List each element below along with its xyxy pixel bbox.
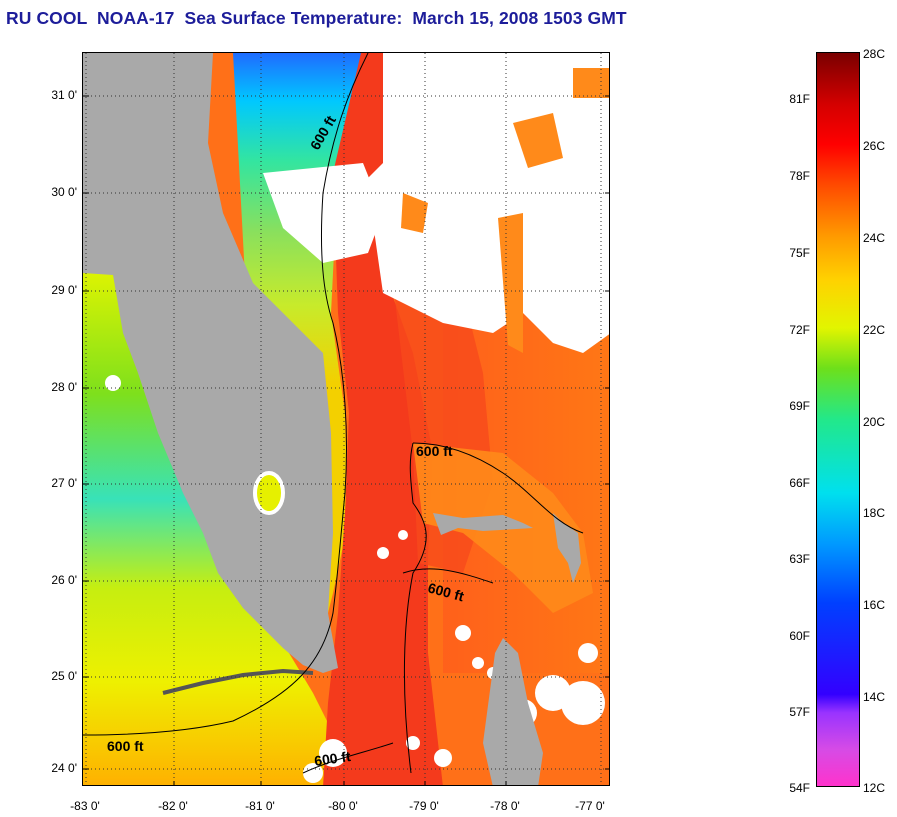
colorbar-label-54f: 54F — [789, 781, 810, 795]
sst-map-canvas: 600 ft 600 ft 600 ft 600 ft 600 ft — [83, 53, 609, 785]
lake-okeechobee — [253, 471, 285, 515]
colorbar-label-16c: 16C — [863, 598, 886, 612]
temperature-colorbar — [816, 52, 860, 787]
sst-map[interactable]: 600 ft 600 ft 600 ft 600 ft 600 ft — [82, 52, 610, 786]
colorbar-label-22c: 22C — [863, 323, 886, 337]
contour-label-600ft-bahama: 600 ft — [416, 443, 453, 459]
colorbar-label-18c: 18C — [863, 506, 886, 520]
colorbar-label-72f: 72F — [789, 323, 810, 337]
colorbar-label-75f: 75F — [789, 246, 810, 260]
lat-tick-30: 30 0' — [51, 185, 77, 199]
andros — [483, 638, 543, 785]
colorbar-label-78f: 78F — [789, 169, 810, 183]
lat-lon-grid — [83, 53, 609, 785]
lat-tick-31: 31 0' — [51, 88, 77, 102]
colorbar-label-60f: 60F — [789, 629, 810, 643]
contour-label-600ft-south: 600 ft — [313, 748, 352, 769]
colorbar-label-69f: 69F — [789, 399, 810, 413]
colorbar-label-66f: 66F — [789, 476, 810, 490]
grand-bahama — [433, 513, 533, 535]
isobath-600ft — [83, 53, 584, 774]
lon-tick-83: -83 0' — [70, 799, 100, 813]
lon-tick-82: -82 0' — [158, 799, 188, 813]
colorbar-label-12c: 12C — [863, 781, 886, 795]
lat-tick-27: 27 0' — [51, 476, 77, 490]
lon-tick-78: -78 0' — [490, 799, 520, 813]
colorbar-label-20c: 20C — [863, 415, 886, 429]
colorbar-label-63f: 63F — [789, 552, 810, 566]
lat-tick-24: 24 0' — [51, 761, 77, 775]
florida-land — [83, 53, 338, 673]
lat-tick-29: 29 0' — [51, 283, 77, 297]
contour-label-600ft-keys: 600 ft — [107, 738, 144, 754]
lon-tick-77: -77 0' — [575, 799, 605, 813]
colorbar-label-28c: 28C — [863, 47, 886, 61]
map-title: RU COOL NOAA-17 Sea Surface Temperature:… — [6, 8, 627, 28]
lon-tick-80: -80 0' — [328, 799, 358, 813]
colorbar-label-57f: 57F — [789, 705, 810, 719]
colorbar-label-24c: 24C — [863, 231, 886, 245]
colorbar-label-81f: 81F — [789, 92, 810, 106]
map-ticks — [83, 95, 609, 785]
abaco — [553, 513, 581, 583]
colorbar-label-14c: 14C — [863, 690, 886, 704]
lon-tick-79: -79 0' — [409, 799, 439, 813]
lat-tick-25: 25 0' — [51, 669, 77, 683]
lat-tick-26: 26 0' — [51, 573, 77, 587]
colorbar-label-26c: 26C — [863, 139, 886, 153]
lat-tick-28: 28 0' — [51, 380, 77, 394]
lon-tick-81: -81 0' — [245, 799, 275, 813]
